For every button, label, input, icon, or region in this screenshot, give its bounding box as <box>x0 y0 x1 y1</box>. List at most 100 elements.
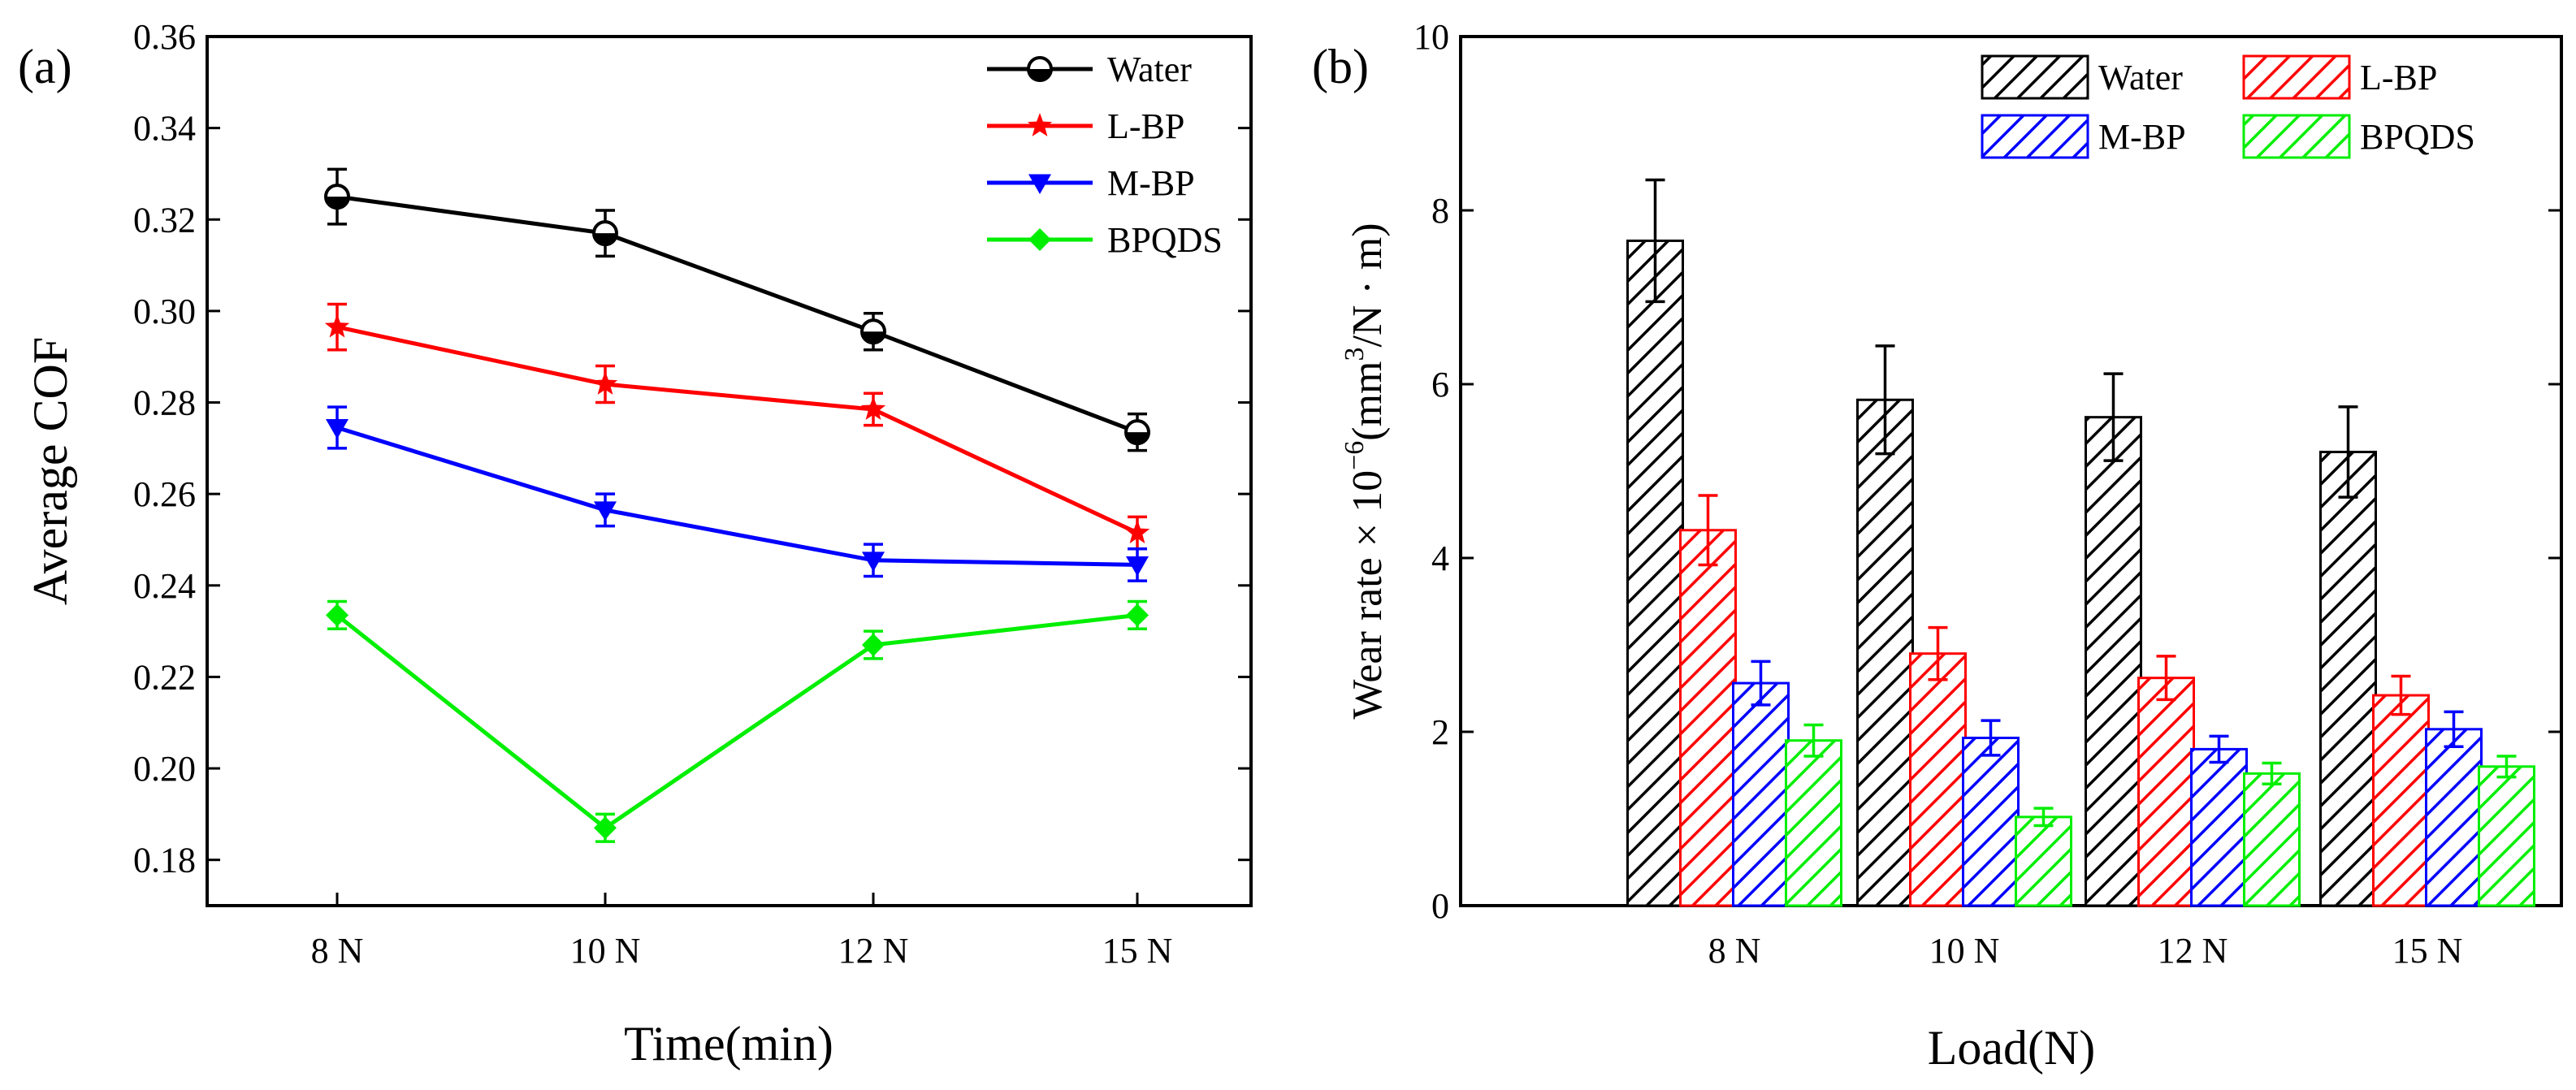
panel-b-y-axis-title-mid: (mm <box>1344 361 1391 441</box>
panel-a-y-tick-label: 0.34 <box>133 109 196 149</box>
panel-b-series-l-bp-error-bar <box>2391 674 2411 716</box>
panel-a-series-water-point-fill <box>594 233 617 245</box>
panel-b-series-water-error-bar <box>1875 344 1895 456</box>
panel-a-series-water-point <box>592 220 618 247</box>
panel-b-legend-water-label: Water <box>2098 58 2183 97</box>
panel-b-legend-m-bp-label: M-BP <box>2098 117 2186 157</box>
panel-b-series-l-bp <box>1679 494 2430 907</box>
panel-a-series <box>324 167 1150 843</box>
panel-b-series-l-bp-bar <box>1679 529 1737 907</box>
panel-a-series-l-bp-point <box>592 371 618 395</box>
panel-b-x-tick-label: 12 N <box>2158 931 2228 971</box>
panel-b-legend: Water L-BP M-BP BPQDS <box>1981 54 2475 159</box>
panel-b-series-m-bp-bar <box>1962 736 2020 907</box>
panel-b-series-m-bp-error-bar <box>1751 660 1771 707</box>
panel-b-y-tick-label: 8 <box>1431 191 1449 231</box>
panel-a-series-l-bp-point <box>1124 520 1150 543</box>
panel-b-series-bpqds-error-bar <box>2496 755 2517 779</box>
panel-b-y-tick-label: 2 <box>1431 712 1449 752</box>
panel-a-series-m-bp <box>326 405 1149 582</box>
panel-b-series-water-error-bar <box>2103 372 2124 462</box>
panel-b-legend-water-swatch <box>1981 54 2089 100</box>
panel-b-x-axis-title: Load(N) <box>1928 1021 2096 1075</box>
panel-a-series-water-point-fill <box>1126 432 1149 444</box>
panel-b-legend-bpqds-label: BPQDS <box>2360 117 2475 157</box>
panel-a-series-water-point <box>860 318 886 345</box>
panel-a-legend-m-bp-label: M-BP <box>1107 163 1195 203</box>
panel-b-y-tick-label: 0 <box>1431 886 1449 926</box>
panel-a-y-tick-label: 0.32 <box>133 200 196 240</box>
panel-b-series-water-error-bar <box>2338 405 2358 499</box>
panel-a-y-tick-label: 0.24 <box>133 566 196 606</box>
panel-b-series-bpqds-error-bar <box>1803 723 1824 758</box>
panel-b-y-tick-label: 4 <box>1431 539 1449 578</box>
panel-b-series-water-error-bar <box>1645 178 1665 304</box>
panel-b-series-l-bp-bar <box>2372 694 2430 907</box>
panel-a-series-bpqds-point <box>862 634 885 656</box>
panel-a-y-axis-title: Average COF <box>24 337 77 605</box>
panel-b-legend-l-bp-label: L-BP <box>2360 58 2437 97</box>
panel-b: (b) 0 2 4 6 8 10 8 N 10 N 12 N 15 N Load(N) Wear … <box>1312 17 2563 1075</box>
panel-b-legend-l-bp-swatch <box>2242 54 2351 100</box>
panel-b-series-water-bar <box>2319 450 2377 907</box>
panel-a-legend-water-marker-fill <box>1028 69 1051 80</box>
panel-a-series-bpqds-point <box>1126 603 1149 627</box>
panel-a-y-tick-label: 0.30 <box>133 292 196 331</box>
panel-a-x-tick-label: 12 N <box>838 931 909 971</box>
panel-b-series-m-bp <box>1732 660 2483 907</box>
panel-b-series-m-bp-bar <box>2190 747 2248 907</box>
panel-a-series-bpqds-point <box>594 816 617 840</box>
panel-a-y-tick-label: 0.20 <box>133 749 196 789</box>
panel-b-legend-bpqds-swatch <box>2242 114 2351 159</box>
panel-a-legend-l-bp-marker <box>1027 113 1053 136</box>
panel-a-series-water-point <box>324 184 350 210</box>
panel-b-y-axis-title-suffix: /N · m) <box>1344 223 1391 347</box>
panel-b-series-bpqds-bar <box>2015 815 2072 907</box>
panel-b-y-tick-label: 10 <box>1414 17 1449 57</box>
panel-a-plot-frame <box>206 35 1253 907</box>
panel-a: (a) 0.18 0.20 0.22 0.24 0.26 0.28 0.30 0.32 0.34… <box>18 17 1253 1071</box>
panel-b-series-water <box>1626 178 2377 907</box>
panel-b-series-water-bar <box>2085 416 2142 907</box>
panel-a-legend: Water L-BP M-BP BPQDS <box>987 50 1223 260</box>
panel-a-series-l-bp-point <box>860 396 886 420</box>
panel-b-series-bpqds-error-bar <box>2033 807 2054 828</box>
panel-a-legend-water-label: Water <box>1107 50 1192 89</box>
panel-b-series-l-bp-bar <box>1909 652 1967 907</box>
panel-a-y-tick-label: 0.18 <box>133 841 196 880</box>
panel-b-series-l-bp-error-bar <box>1698 494 1718 567</box>
panel-a-series-l-bp-point <box>324 314 350 338</box>
panel-b-y-tick-label: 6 <box>1431 365 1449 404</box>
panel-b-ticks: 0 2 4 6 8 10 8 N 10 N 12 N 15 N <box>1414 17 2561 971</box>
panel-a-series-bpqds-line <box>336 612 1138 831</box>
panel-b-series-bpqds-bar <box>2478 765 2535 907</box>
panel-b-series <box>1626 178 2535 907</box>
panel-b-series-water-bar <box>1856 398 1914 907</box>
panel-b-series-m-bp-error-bar <box>1981 719 2001 757</box>
panel-b-y-axis-title-exp1: −6 <box>1340 441 1370 470</box>
panel-a-series-l-bp <box>324 302 1150 551</box>
panel-a-series-bpqds-point <box>326 603 349 627</box>
panel-a-label: (a) <box>18 40 72 93</box>
panel-a-x-axis-title: Time(min) <box>624 1017 833 1071</box>
panel-a-series-m-bp-point <box>326 419 349 439</box>
panel-b-label: (b) <box>1312 40 1369 93</box>
panel-a-legend-bpqds-label: BPQDS <box>1107 220 1223 260</box>
panel-a-series-l-bp-line <box>336 325 1139 535</box>
panel-b-series-m-bp-error-bar <box>2444 710 2464 748</box>
panel-a-x-tick-label: 10 N <box>570 931 641 971</box>
panel-a-y-tick-label: 0.28 <box>133 383 196 423</box>
panel-b-y-axis-title-exp2: 3 <box>1340 348 1370 361</box>
panel-b-x-tick-label: 10 N <box>1929 931 2000 971</box>
panel-b-series-bpqds <box>1785 723 2535 907</box>
panel-b-series-l-bp-error-bar <box>2156 655 2176 702</box>
panel-a-y-tick-label: 0.36 <box>133 17 196 57</box>
panel-b-series-l-bp-bar <box>2137 677 2195 907</box>
panel-b-series-bpqds-bar <box>1785 739 1842 907</box>
panel-a-y-tick-label: 0.26 <box>133 474 196 514</box>
panel-a-x-tick-label: 15 N <box>1102 931 1173 971</box>
panel-a-series-m-bp-point <box>862 551 885 572</box>
panel-a-series-m-bp-point <box>594 501 617 521</box>
panel-a-legend-l-bp-label: L-BP <box>1107 106 1184 146</box>
